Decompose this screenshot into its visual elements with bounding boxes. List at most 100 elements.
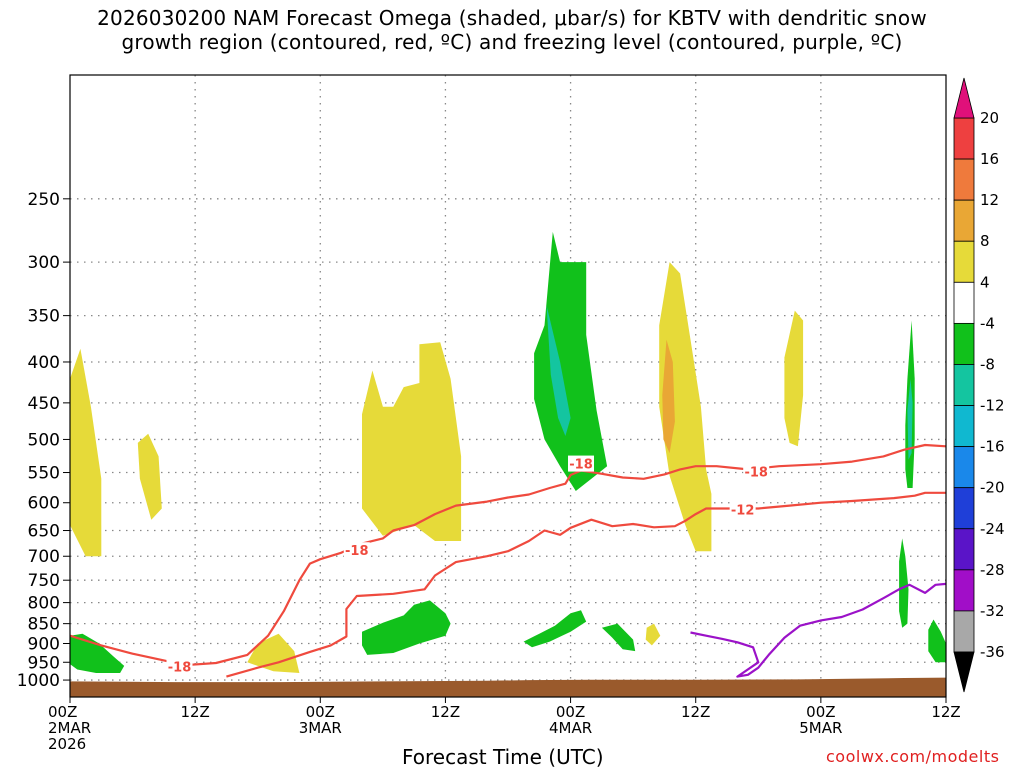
y-tick-label: 300 <box>28 253 60 273</box>
omega-region <box>70 348 102 557</box>
x-tick-label: 2MAR <box>48 719 91 737</box>
colorbar-segment <box>953 528 975 571</box>
plot-border <box>69 74 947 698</box>
x-axis-title: Forecast Time (UTC) <box>402 745 604 769</box>
y-tick-label: 450 <box>28 394 60 414</box>
colorbar-label: -28 <box>980 561 1005 579</box>
colorbar-label: -32 <box>980 602 1005 620</box>
contour-label-bg <box>166 658 193 675</box>
x-tick-label: 3MAR <box>299 719 342 737</box>
contour-label-bg <box>729 501 756 518</box>
y-tick-label: 800 <box>28 594 60 614</box>
chart-title: 2026030200 NAM Forecast Omega (shaded, μ… <box>0 6 1024 54</box>
x-tick-label: 5MAR <box>799 719 842 737</box>
omega-region <box>362 342 462 541</box>
colorbar-label: 16 <box>980 150 999 168</box>
x-tick-label: 12Z <box>180 703 209 721</box>
colorbar-segment <box>953 158 975 201</box>
contour-label-bg <box>343 542 370 559</box>
contour--18 <box>69 443 947 667</box>
contour-label: -18 <box>168 661 192 676</box>
y-tick-label: 850 <box>28 615 60 635</box>
y-tick-label: 900 <box>28 634 60 654</box>
omega-region <box>928 619 946 663</box>
colorbar-label: -20 <box>980 479 1005 497</box>
colorbar-segment <box>953 281 975 324</box>
colorbar-label: 8 <box>980 232 990 250</box>
x-tick-label: 12Z <box>681 703 710 721</box>
omega-region <box>907 378 913 460</box>
colorbar-label: -16 <box>980 438 1005 456</box>
x-tick-label: 12Z <box>431 703 460 721</box>
colorbar-label: 12 <box>980 191 999 209</box>
chart-title-line-2: growth region (contoured, red, ºC) and f… <box>121 30 903 54</box>
contour-label: -12 <box>731 504 755 519</box>
y-tick-label: 950 <box>28 653 60 673</box>
colorbar-segment <box>953 240 975 283</box>
y-tick-label: 700 <box>28 547 60 567</box>
colorbar-over-arrow <box>953 77 975 119</box>
omega-region <box>247 633 300 673</box>
omega-region <box>645 623 661 646</box>
contour--12 <box>226 491 946 678</box>
source-credit-link[interactable]: coolwx.com/modelts <box>826 747 1000 766</box>
colorbar-label: -24 <box>980 520 1005 538</box>
colorbar-segment <box>953 364 975 406</box>
y-tick-label: 550 <box>28 464 60 484</box>
omega-region <box>601 623 636 652</box>
colorbar-segment <box>953 117 975 160</box>
omega-region <box>899 538 909 628</box>
y-tick-label: 400 <box>28 353 60 373</box>
omega-region <box>659 262 712 552</box>
omega-region <box>137 433 162 520</box>
colorbar-label: -4 <box>980 314 995 332</box>
colorbar-label: 20 <box>980 109 999 127</box>
plot-frame <box>69 74 947 698</box>
colorbar-label: -8 <box>980 355 995 373</box>
gridlines <box>70 75 946 697</box>
y-tick-label: 750 <box>28 571 60 591</box>
colorbar-segment <box>953 569 975 612</box>
y-tick-label: 600 <box>28 494 60 514</box>
y-tick-label: 350 <box>28 307 60 327</box>
colorbar-segment <box>953 610 975 653</box>
omega-region <box>534 231 608 491</box>
x-tick-label: 00Z <box>556 703 585 721</box>
omega-region <box>70 633 125 673</box>
omega-region <box>546 305 571 436</box>
chart-title-line-1: 2026030200 NAM Forecast Omega (shaded, μ… <box>97 6 927 30</box>
colorbar-segment <box>953 487 975 530</box>
x-tick-label: 2026 <box>48 735 86 753</box>
x-tick-label: 4MAR <box>549 719 592 737</box>
x-tick-label: 00Z <box>806 703 835 721</box>
contour-label: -18 <box>569 458 593 473</box>
colorbar-segment <box>953 322 975 365</box>
temperature-contours: -18 -18 -18 -18 -12 <box>69 443 947 678</box>
contour-freezing-level <box>690 582 947 678</box>
colorbar-segment <box>953 199 975 242</box>
y-tick-label: 250 <box>28 190 60 210</box>
colorbar-label: -12 <box>980 397 1005 415</box>
omega-region <box>784 310 804 447</box>
contour-label: -18 <box>744 465 768 480</box>
y-axis-pressure-labels: 2503003504004505005506006507007508008509… <box>17 190 70 691</box>
contour-label-bg <box>743 463 770 480</box>
colorbar-label: -36 <box>980 643 1005 661</box>
omega-shaded-regions <box>70 231 946 673</box>
x-tick-label: 00Z <box>306 703 335 721</box>
colorbar-under-arrow <box>953 651 975 693</box>
ground-terrain <box>70 677 946 697</box>
x-tick-label: 00Z <box>48 703 77 721</box>
colorbar-label: 4 <box>980 273 990 291</box>
omega-region <box>523 610 587 648</box>
y-tick-label: 500 <box>28 430 60 450</box>
y-tick-label: 1000 <box>17 671 60 691</box>
omega-region <box>662 339 675 454</box>
ground-fill <box>70 677 946 697</box>
y-tick-label: 650 <box>28 522 60 542</box>
x-tick-label: 12Z <box>931 703 960 721</box>
contour-label-bg <box>568 455 594 472</box>
omega-colorbar: 20 16 12 8 4 -4 -8 -12 -16 -20 -24 -28 -32 -36 <box>953 77 1005 693</box>
colorbar-segment <box>953 446 975 489</box>
